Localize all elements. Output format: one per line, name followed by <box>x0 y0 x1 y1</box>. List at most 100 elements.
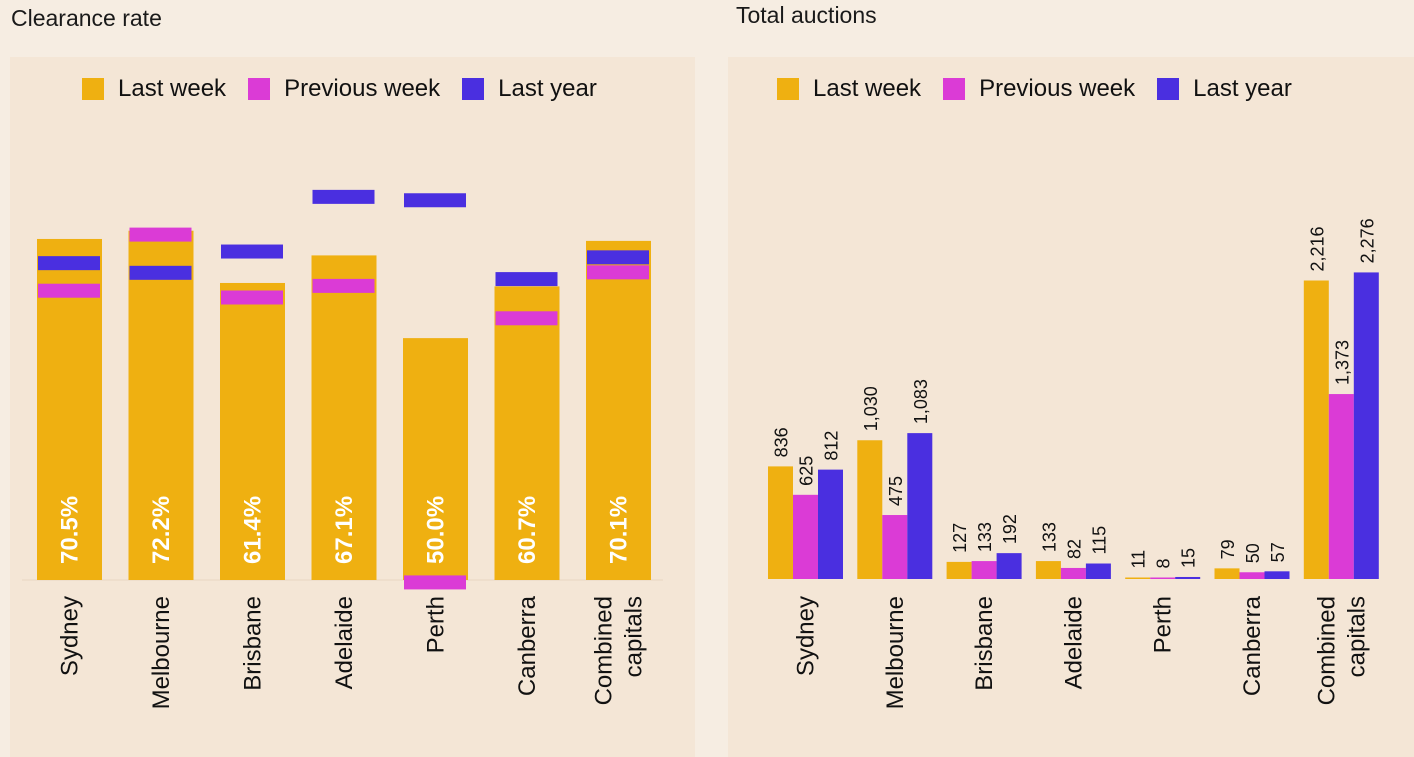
auction-value-label-last-year-melbourne: 1,083 <box>911 379 931 424</box>
clearance-bar-canberra <box>494 286 560 580</box>
auction-value-label-last-year-canberra: 57 <box>1268 542 1288 562</box>
auction-bar-last-week-brisbane <box>946 561 972 579</box>
total-auctions-legend: Last week Previous week Last year <box>777 75 1314 103</box>
legend-item-last-year: Last year <box>1157 75 1292 103</box>
clearance-marker-last-year-melbourne <box>129 265 192 280</box>
clearance-value-label-combined-capitals: 70.1% <box>606 496 633 564</box>
auction-bar-last-week-canberra <box>1214 568 1240 579</box>
previous-week-swatch <box>943 78 966 100</box>
clearance-marker-last-year-brisbane <box>221 244 283 259</box>
total-auctions-title: Total auctions <box>736 2 877 28</box>
last-year-swatch <box>1157 78 1180 100</box>
auction-bar-last-year-combined-capitals <box>1353 272 1379 579</box>
auction-value-label-last-year-sydney: 812 <box>822 431 842 461</box>
auction-bar-last-year-sydney <box>818 469 843 579</box>
legend-item-last-year: Last year <box>462 75 597 103</box>
clearance-marker-previous-week-adelaide <box>312 278 375 293</box>
clearance-value-label-adelaide: 67.1% <box>331 496 358 564</box>
auction-value-label-previous-week-sydney: 625 <box>797 456 817 486</box>
last-week-swatch <box>777 78 799 100</box>
previous-week-swatch <box>248 78 271 100</box>
auction-value-label-last-year-adelaide: 115 <box>1089 526 1109 555</box>
legend-label-last-year: Last year <box>498 75 597 102</box>
auction-bar-previous-week-melbourne <box>882 515 908 579</box>
auction-bar-last-week-perth <box>1125 577 1151 579</box>
clearance-bar-brisbane <box>220 282 285 580</box>
auction-bar-last-week-sydney <box>768 466 793 579</box>
auction-value-label-previous-week-melbourne: 475 <box>886 476 906 506</box>
clearance-bar-adelaide <box>311 255 377 580</box>
clearance-category-label-perth: Perth <box>423 596 450 653</box>
last-week-swatch <box>82 78 104 100</box>
legend-item-last-week: Last week <box>777 75 921 103</box>
auction-value-label-previous-week-combined-capitals: 1,373 <box>1332 340 1352 385</box>
auction-bar-last-year-brisbane <box>996 553 1022 579</box>
auction-bar-last-year-canberra <box>1264 571 1290 579</box>
clearance-value-label-canberra: 60.7% <box>514 496 541 564</box>
clearance-marker-last-year-combined-capitals <box>587 250 649 265</box>
auction-bar-last-week-combined-capitals <box>1303 280 1329 579</box>
clearance-rate-title: Clearance rate <box>11 5 162 31</box>
auction-bar-previous-week-adelaide <box>1060 567 1086 579</box>
auction-category-label-perth: Perth <box>1150 596 1177 653</box>
auction-value-label-last-week-canberra: 79 <box>1218 539 1238 559</box>
clearance-marker-last-year-sydney <box>38 256 100 271</box>
auction-bar-last-year-perth <box>1175 576 1201 579</box>
auction-bar-last-year-adelaide <box>1085 563 1111 579</box>
auction-value-label-last-year-brisbane: 192 <box>1000 514 1020 544</box>
auction-value-label-previous-week-perth: 8 <box>1154 558 1174 568</box>
auction-value-label-last-week-brisbane: 127 <box>950 523 970 553</box>
clearance-value-label-perth: 50.0% <box>423 496 450 564</box>
legend-label-previous-week: Previous week <box>979 75 1136 102</box>
clearance-category-label-brisbane: Brisbane <box>240 596 267 691</box>
auction-category-label-combined-capitals-line1: Combined <box>1313 596 1340 705</box>
auction-value-label-last-week-combined-capitals: 2,216 <box>1307 226 1327 271</box>
auction-bar-previous-week-perth <box>1150 577 1176 579</box>
total-auctions-panel: Last week Previous week Last year <box>728 57 1414 757</box>
legend-item-previous-week: Previous week <box>248 75 440 103</box>
legend-item-last-week: Last week <box>82 75 226 103</box>
auction-value-label-previous-week-adelaide: 82 <box>1064 539 1084 559</box>
auction-category-label-combined-capitals-line2: capitals <box>1343 596 1370 677</box>
legend-label-previous-week: Previous week <box>284 75 441 102</box>
legend-label-last-week: Last week <box>813 75 922 102</box>
auction-value-label-last-week-perth: 11 <box>1129 550 1149 569</box>
auction-value-label-last-week-adelaide: 133 <box>1039 522 1059 552</box>
clearance-value-label-melbourne: 72.2% <box>148 496 175 564</box>
auction-bar-previous-week-sydney <box>793 494 818 579</box>
legend-item-previous-week: Previous week <box>943 75 1135 103</box>
auction-value-label-last-year-combined-capitals: 2,276 <box>1357 218 1377 263</box>
auction-value-label-previous-week-canberra: 50 <box>1243 543 1263 563</box>
clearance-marker-previous-week-brisbane <box>221 290 283 305</box>
auction-category-label-canberra: Canberra <box>1239 595 1266 696</box>
auction-bar-previous-week-canberra <box>1239 572 1265 579</box>
clearance-category-label-sydney: Sydney <box>57 596 84 676</box>
clearance-category-label-combined-capitals-line1: Combined <box>591 596 618 705</box>
auction-value-label-previous-week-brisbane: 133 <box>975 522 995 552</box>
clearance-value-label-brisbane: 61.4% <box>240 496 267 564</box>
auction-category-label-adelaide: Adelaide <box>1060 596 1087 689</box>
clearance-marker-previous-week-melbourne <box>129 227 192 242</box>
clearance-marker-previous-week-combined-capitals <box>587 265 649 280</box>
clearance-marker-previous-week-perth <box>404 575 466 590</box>
clearance-rate-legend: Last week Previous week Last year <box>82 75 619 103</box>
clearance-marker-last-year-adelaide <box>312 189 375 204</box>
clearance-marker-previous-week-canberra <box>495 311 558 326</box>
clearance-marker-last-year-canberra <box>495 272 558 287</box>
legend-label-last-year: Last year <box>1193 75 1292 102</box>
clearance-marker-previous-week-sydney <box>38 283 100 298</box>
clearance-category-label-adelaide: Adelaide <box>331 596 358 689</box>
clearance-bar-perth <box>403 338 468 580</box>
clearance-bar-melbourne <box>128 230 194 581</box>
auction-category-label-brisbane: Brisbane <box>971 596 998 691</box>
auction-category-label-melbourne: Melbourne <box>882 596 909 709</box>
auction-value-label-last-week-sydney: 836 <box>772 427 792 457</box>
last-year-swatch <box>462 78 485 100</box>
auction-bar-last-year-melbourne <box>907 433 933 579</box>
clearance-value-label-sydney: 70.5% <box>57 496 84 564</box>
clearance-category-label-canberra: Canberra <box>514 595 541 696</box>
auction-bar-previous-week-brisbane <box>971 561 997 579</box>
auction-value-label-last-year-perth: 15 <box>1179 548 1199 568</box>
